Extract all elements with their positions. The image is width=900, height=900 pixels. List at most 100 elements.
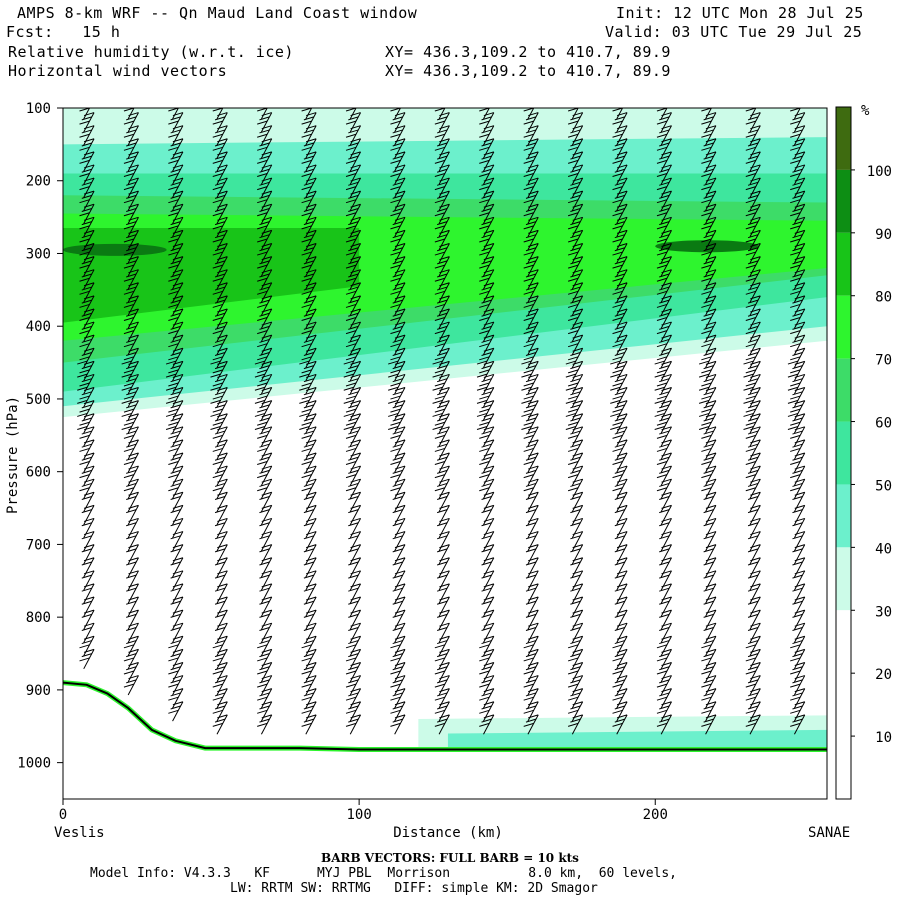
wind-barb-flag: [257, 696, 268, 701]
wind-barb-flag: [217, 714, 228, 719]
wind-barb-flag: [210, 373, 221, 378]
wind-barb-flag: [483, 216, 494, 221]
wind-barb-flag: [483, 164, 494, 169]
wind-barb-flag: [705, 387, 717, 392]
wind-barb-flag: [439, 596, 450, 601]
wind-barb-flag: [481, 548, 492, 553]
wind-barb-flag: [392, 181, 403, 186]
wind-barb-flag: [123, 657, 135, 662]
wind-barb-flag: [659, 548, 670, 553]
wind-barb-flag: [390, 146, 401, 151]
wind-barb-flag: [345, 421, 357, 426]
wind-barb-flag: [259, 482, 270, 487]
wind-barb-flag: [77, 373, 88, 378]
wind-barb-flag: [701, 644, 712, 649]
wind-barb-flag: [792, 325, 803, 330]
wind-barb-flag: [747, 234, 759, 239]
wind-barb-flag: [750, 648, 761, 653]
wind-barb-flag: [170, 365, 181, 370]
wind-barb-flag: [703, 496, 714, 501]
wind-barb-flag: [172, 622, 184, 627]
wind-barb-flag: [483, 112, 494, 117]
wind-barb-flag: [528, 387, 539, 392]
wind-barb-flag: [747, 378, 759, 383]
wind-barb: [793, 714, 806, 735]
wind-barb-flag: [481, 352, 492, 356]
wind-barb-flag: [214, 548, 226, 553]
wind-barb-flag: [439, 648, 450, 653]
wind-barb-flag: [750, 622, 761, 627]
wind-barb-flag: [528, 203, 539, 208]
wind-barb-flag: [523, 644, 534, 649]
wind-barb-flag: [81, 600, 92, 605]
wind-barb-flag: [168, 356, 179, 361]
wind-barb-flag: [257, 251, 268, 256]
wind-barb-flag: [348, 522, 359, 527]
y-tick-label: 900: [26, 683, 51, 699]
wind-barb-flag: [528, 491, 539, 496]
wind-barb-flag: [661, 478, 672, 483]
wind-barb-flag: [661, 360, 672, 365]
wind-barb-flag: [479, 330, 490, 335]
wind-barb-flag: [439, 491, 450, 496]
wind-barb-flag: [350, 675, 361, 680]
wind-barb-flag: [306, 557, 317, 562]
wind-barb-flag: [172, 256, 184, 261]
wind-barb-flag: [701, 330, 712, 335]
wind-barb-flag: [168, 317, 179, 321]
wind-barb-flag: [745, 434, 756, 439]
wind-barb-flag: [656, 303, 668, 308]
wind-barb-flag: [790, 317, 801, 321]
wind-barb-flag: [570, 443, 581, 448]
wind-barb-flag: [79, 146, 90, 151]
wind-barb-flag: [523, 696, 534, 701]
wind-barb-flag: [172, 517, 184, 522]
wind-barb-flag: [81, 194, 92, 199]
wind-barb-flag: [350, 125, 361, 130]
wind-barb-flag: [705, 688, 717, 693]
colorbar-tick-label: 60: [875, 416, 892, 432]
wind-barb-flag: [303, 522, 315, 527]
wind-barb-flag: [257, 722, 268, 727]
wind-barb-flag: [168, 343, 179, 348]
wind-barb-flag: [83, 387, 95, 392]
wind-barb-flag: [570, 286, 581, 291]
wind-barb-flag: [570, 469, 581, 474]
wind-barb-flag: [350, 570, 361, 575]
wind-barb-flag: [128, 439, 139, 444]
wind-barb-flag: [83, 373, 95, 378]
wind-barb-flag: [794, 387, 805, 392]
wind-barb-flag: [656, 330, 668, 335]
wind-barb-flag: [217, 648, 228, 653]
wind-barb-flag: [170, 181, 181, 186]
wind-barb-flag: [661, 661, 672, 666]
wind-barb-flag: [390, 644, 401, 649]
wind-barb-flag: [303, 286, 315, 291]
wind-barb-flag: [790, 290, 801, 295]
wind-barb-flag: [79, 487, 90, 492]
wind-barb-flag: [126, 613, 137, 618]
wind-barb-flag: [703, 600, 714, 605]
wind-barb-flag: [792, 208, 803, 212]
wind-barb-flag: [659, 469, 670, 474]
wind-barb-flag: [306, 282, 317, 287]
wind-barb-flag: [126, 142, 137, 147]
wind-barb-flag: [745, 474, 756, 479]
wind-barb-flag: [299, 412, 310, 417]
wind-barb-flag: [656, 225, 668, 230]
wind-barb-flag: [172, 373, 184, 378]
wind-barb-flag: [528, 452, 539, 457]
wind-barb-flag: [792, 155, 803, 160]
wind-barb-flag: [350, 256, 361, 261]
wind-barb-flag: [348, 391, 359, 396]
wind-barb-flag: [392, 640, 403, 645]
wind-barb-flag: [81, 116, 92, 121]
barb-column: [432, 108, 450, 735]
wind-barb-flag: [792, 679, 803, 684]
wind-barb-flag: [79, 303, 90, 308]
wind-barb-flag: [483, 557, 494, 562]
model-info-line1: Model Info: V4.3.3 KF MYJ PBL Morrison 8…: [90, 866, 677, 881]
wind-barb-flag: [306, 452, 317, 457]
wind-barb-flag: [567, 709, 579, 714]
wind-barb-flag: [794, 295, 805, 300]
